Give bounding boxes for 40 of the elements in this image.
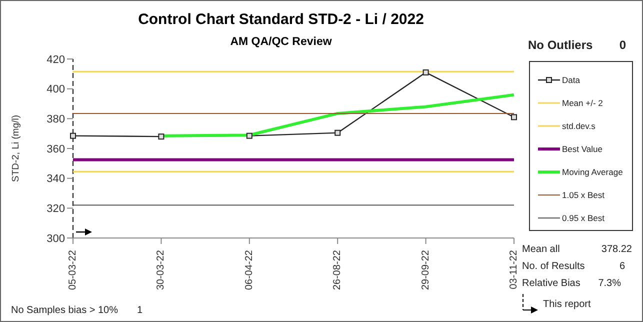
legend-label: std.dev.s <box>562 120 596 130</box>
text: 1 <box>137 305 143 316</box>
point <box>334 130 341 136</box>
text: No Samples bias > 10% <box>11 305 118 316</box>
y-tick-label: 360 <box>46 143 65 156</box>
y-tick-label: 340 <box>46 173 65 186</box>
legend-label: Best Value <box>562 144 602 154</box>
legend-label: Mean +/- 2 <box>562 98 603 108</box>
y-axis-title: STD-2, Li (mg/l) <box>10 114 22 182</box>
legend-label: 1.05 x Best <box>562 190 605 200</box>
text: 7.3% <box>598 278 621 289</box>
text: 378.22 <box>601 244 632 255</box>
y-tick-label: 380 <box>46 114 65 126</box>
text: No Outliers <box>528 38 593 52</box>
y-tick-label: 420 <box>46 54 65 66</box>
y-tick-label: 300 <box>46 232 65 245</box>
text: Mean all <box>522 244 560 255</box>
y-tick-label: 320 <box>46 203 65 216</box>
point <box>422 69 429 76</box>
x-tick-label: 06-04-22 <box>244 250 255 290</box>
text: No. of Results <box>522 261 585 272</box>
point <box>158 134 164 140</box>
point <box>511 114 517 120</box>
chart-subtitle: AM QA/QC Review <box>229 36 333 48</box>
point <box>70 132 76 139</box>
point <box>246 132 252 139</box>
text: This report <box>543 299 591 310</box>
x-tick-label: 30-03-22 <box>156 250 167 290</box>
text: Relative Bias <box>522 278 580 289</box>
x-tick-label: 26-08-22 <box>332 250 344 290</box>
chart-title: Control Chart Standard STD-2 - Li / 2022 <box>137 11 425 28</box>
legend-label: 0.95 x Best <box>562 212 605 222</box>
y-tick-label: 400 <box>46 84 65 96</box>
legend-label: Data <box>562 74 580 84</box>
legend-label: Moving Average <box>562 166 623 176</box>
text: 6 <box>619 261 625 272</box>
x-tick-label: 05-03-22 <box>68 250 78 290</box>
x-tick-label: 03-11-22 <box>508 250 520 290</box>
x-tick-label: 29-09-22 <box>420 250 432 290</box>
text: 0 <box>619 38 626 52</box>
